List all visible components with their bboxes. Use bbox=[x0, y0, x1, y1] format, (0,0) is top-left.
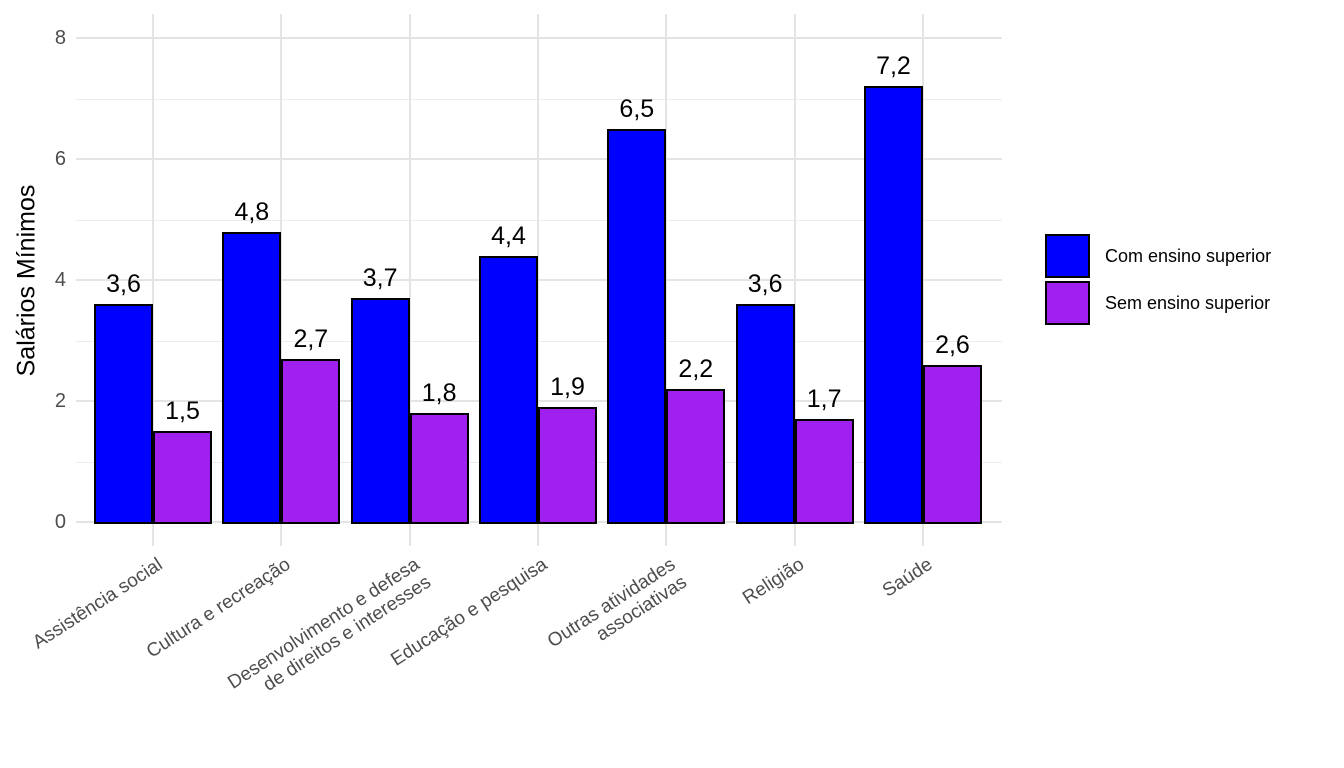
bar-com-ensino bbox=[735, 304, 795, 524]
bar-value-label: 1,5 bbox=[165, 397, 200, 426]
gridline-minor bbox=[76, 98, 1002, 100]
x-category-label: Saúde bbox=[878, 554, 937, 602]
bar-com-ensino bbox=[350, 298, 410, 524]
bar-value-label: 4,4 bbox=[491, 221, 526, 250]
y-tick-label: 8 bbox=[54, 27, 66, 49]
legend-item-label: Sem ensino superior bbox=[1105, 292, 1271, 313]
y-tick-label: 0 bbox=[54, 511, 66, 533]
bar-sem-ensino bbox=[922, 364, 982, 524]
gridline-vertical bbox=[536, 14, 539, 546]
gridline-vertical bbox=[280, 14, 283, 546]
bar-value-label: 3,6 bbox=[106, 270, 141, 299]
gridline-minor bbox=[76, 340, 1002, 342]
gridline-minor bbox=[76, 219, 1002, 221]
gridline-major bbox=[76, 400, 1002, 402]
bar-value-label: 1,7 bbox=[806, 385, 842, 414]
bar-value-label: 3,7 bbox=[362, 264, 398, 293]
legend-key-swatch bbox=[1045, 281, 1090, 325]
bar-value-label: 2,7 bbox=[293, 324, 329, 353]
bar-value-label: 3,6 bbox=[747, 270, 783, 299]
bar-value-label: 1,8 bbox=[421, 379, 457, 408]
gridline-vertical bbox=[152, 14, 154, 546]
legend-key-swatch bbox=[1045, 234, 1090, 278]
bar-value-label: 7,2 bbox=[876, 52, 911, 81]
bar-value-label: 2,6 bbox=[935, 330, 970, 359]
gridline-major bbox=[76, 279, 1002, 281]
legend: Com ensino superior Sem ensino superior bbox=[1045, 234, 1271, 325]
bar-sem-ensino bbox=[153, 431, 212, 524]
y-tick-label: 6 bbox=[54, 148, 66, 170]
bar-com-ensino bbox=[863, 86, 923, 524]
bar-sem-ensino bbox=[794, 419, 854, 524]
bar-sem-ensino bbox=[666, 388, 726, 524]
x-category-label: Assistência social bbox=[29, 554, 167, 654]
bar-com-ensino bbox=[94, 304, 153, 524]
y-tick-label: 4 bbox=[54, 269, 66, 291]
gridline-major bbox=[76, 158, 1002, 160]
bar-value-label: 2,2 bbox=[678, 354, 714, 383]
bar-value-label: 4,8 bbox=[234, 197, 270, 226]
bar-com-ensino bbox=[607, 128, 667, 524]
bar-value-label: 1,9 bbox=[550, 373, 585, 402]
bar-sem-ensino bbox=[537, 407, 597, 524]
gridline-major bbox=[76, 37, 1002, 39]
gridline-vertical bbox=[793, 14, 796, 546]
x-category-label: Outras atividades associativas bbox=[544, 554, 692, 653]
plot-panel: 3,6 4,8 3,7 4,4 6,5 3,6 7,2 1,5 2,7 1,8 1,9 2,2 1,7 2… bbox=[76, 14, 1002, 546]
bar-sem-ensino bbox=[281, 358, 341, 524]
bar-com-ensino bbox=[222, 231, 282, 524]
x-category-label: Religião bbox=[739, 554, 809, 610]
gridline-vertical bbox=[408, 14, 411, 546]
legend-item: Sem ensino superior bbox=[1045, 281, 1271, 325]
bar-sem-ensino bbox=[409, 413, 469, 524]
bar-value-label: 6,5 bbox=[619, 94, 655, 123]
legend-item: Com ensino superior bbox=[1045, 234, 1271, 278]
gridline-vertical bbox=[665, 14, 668, 546]
legend-item-label: Com ensino superior bbox=[1105, 245, 1272, 266]
gridline-vertical bbox=[921, 14, 924, 546]
y-tick-label: 2 bbox=[54, 390, 66, 412]
bar-com-ensino bbox=[478, 255, 538, 524]
